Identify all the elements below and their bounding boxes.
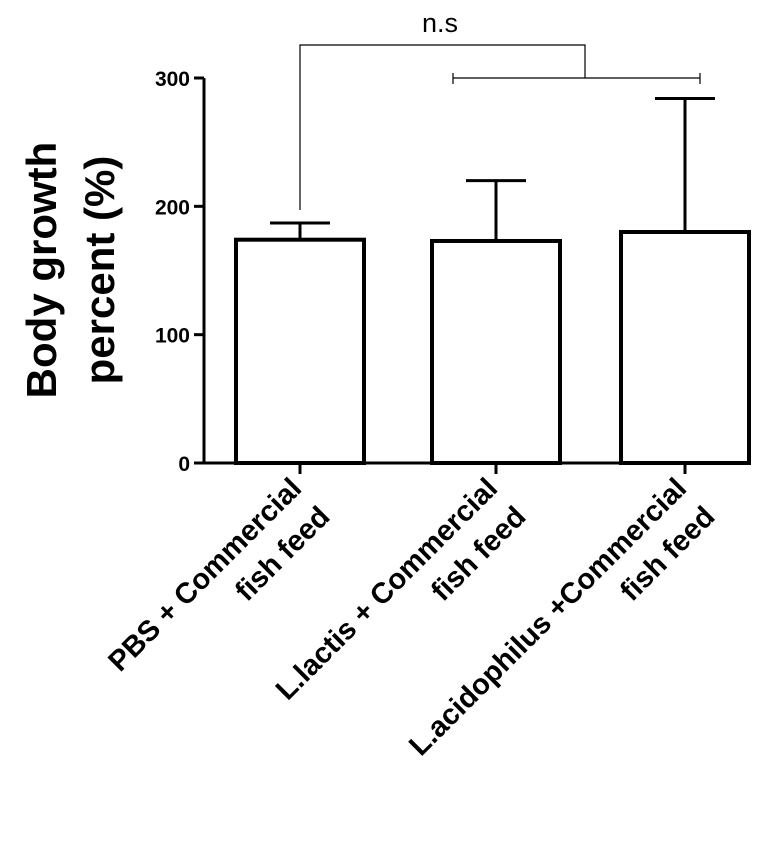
bar bbox=[430, 238, 562, 465]
y-tick-label: 100 bbox=[155, 325, 190, 348]
category-label-line: L.lactis + Commercial bbox=[270, 472, 504, 706]
y-tick-label: 0 bbox=[178, 453, 190, 476]
bar bbox=[619, 230, 751, 465]
y-tick-label: 300 bbox=[155, 68, 190, 91]
y-axis-label-line-2: percent (%) bbox=[76, 156, 123, 385]
y-axis-label-line-1: Body growth bbox=[18, 142, 65, 399]
significance-label: n.s bbox=[422, 8, 458, 38]
significance-bracket bbox=[299, 44, 701, 210]
bar bbox=[234, 237, 366, 465]
y-tick-label: 200 bbox=[155, 196, 190, 219]
